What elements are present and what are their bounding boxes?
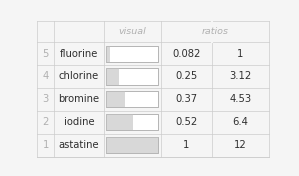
Text: 12: 12 xyxy=(234,140,247,150)
Bar xyxy=(106,46,158,62)
Text: 6.4: 6.4 xyxy=(232,117,248,127)
Bar xyxy=(106,137,158,153)
Bar xyxy=(106,137,158,153)
Text: visual: visual xyxy=(118,27,146,36)
Bar xyxy=(106,114,133,130)
Text: 0.52: 0.52 xyxy=(175,117,197,127)
Text: 0.082: 0.082 xyxy=(172,49,200,59)
Text: 1: 1 xyxy=(237,49,244,59)
Text: 0.37: 0.37 xyxy=(175,94,197,104)
Text: 0.25: 0.25 xyxy=(175,71,197,81)
Bar xyxy=(106,91,158,107)
Bar xyxy=(106,46,110,62)
Bar xyxy=(106,137,158,153)
Text: 3: 3 xyxy=(42,94,49,104)
Bar xyxy=(106,91,126,107)
Bar xyxy=(106,68,158,84)
Bar xyxy=(106,68,119,84)
Bar xyxy=(106,91,158,107)
Bar xyxy=(106,46,158,62)
Text: ratios: ratios xyxy=(201,27,228,36)
Text: 5: 5 xyxy=(42,49,49,59)
Text: 2: 2 xyxy=(42,117,49,127)
Text: chlorine: chlorine xyxy=(59,71,99,81)
Text: 1: 1 xyxy=(42,140,49,150)
Text: 3.12: 3.12 xyxy=(229,71,251,81)
Bar xyxy=(106,114,158,130)
Bar xyxy=(106,114,158,130)
Text: 4: 4 xyxy=(42,71,49,81)
Text: 4.53: 4.53 xyxy=(229,94,251,104)
Text: fluorine: fluorine xyxy=(60,49,98,59)
Text: iodine: iodine xyxy=(64,117,94,127)
Text: bromine: bromine xyxy=(58,94,100,104)
Bar xyxy=(106,68,158,84)
Text: astatine: astatine xyxy=(59,140,99,150)
Text: 1: 1 xyxy=(183,140,189,150)
